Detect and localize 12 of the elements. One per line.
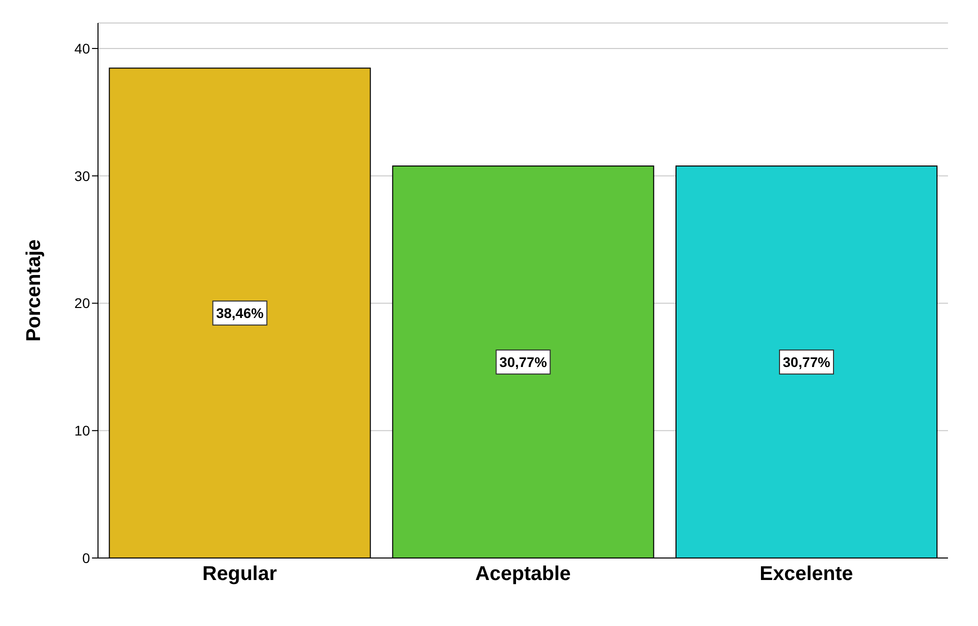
- x-tick-label: Regular: [202, 563, 278, 586]
- y-tick-label: 40: [74, 40, 90, 56]
- y-tick-label: 10: [74, 422, 90, 439]
- y-tick-label: 0: [82, 550, 90, 566]
- y-tick-label: 30: [74, 168, 90, 184]
- data-label: 38,46%: [216, 305, 264, 322]
- x-tick-label: Aceptable: [475, 563, 571, 586]
- data-label: 30,77%: [499, 354, 548, 370]
- y-tick-label: 20: [74, 295, 90, 312]
- x-tick-label: Excelente: [760, 563, 854, 586]
- data-label: 30,77%: [782, 354, 831, 370]
- y-axis-title: Porcentaje: [23, 239, 46, 342]
